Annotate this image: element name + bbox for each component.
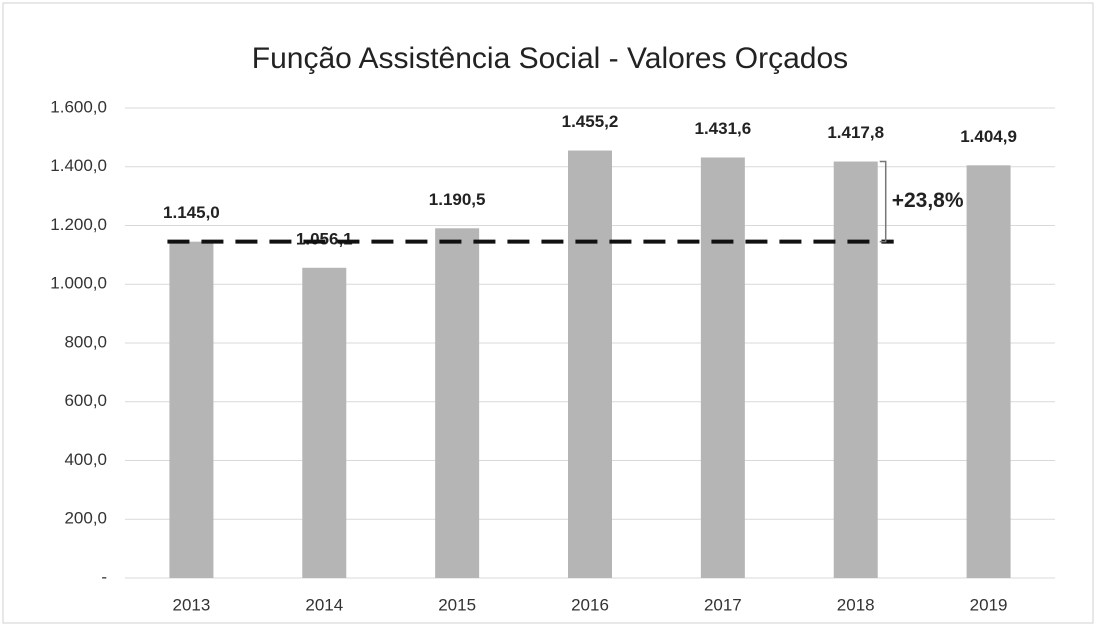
bar [833, 161, 878, 579]
value-label: 1.145,0 [163, 203, 220, 222]
bar [966, 165, 1011, 579]
value-label: 1.431,6 [694, 119, 751, 138]
x-tick-label: 2014 [305, 595, 343, 614]
x-tick-label: 2017 [704, 595, 742, 614]
x-tick-label: 2016 [571, 595, 609, 614]
y-tick-label: 200,0 [64, 509, 107, 528]
y-tick-label: 800,0 [64, 332, 107, 351]
bar [169, 241, 214, 578]
bar [700, 157, 745, 578]
y-tick-label: 600,0 [64, 391, 107, 410]
y-tick-label: 1.600,0 [50, 97, 107, 116]
y-tick-label: - [101, 567, 107, 586]
bar [302, 267, 347, 578]
value-label: 1.190,5 [429, 190, 486, 209]
annotation: +23,8% [892, 189, 964, 212]
value-label: 1.455,2 [562, 112, 619, 131]
y-tick-label: 400,0 [64, 450, 107, 469]
y-tick-label: 1.000,0 [50, 274, 107, 293]
value-label: 1.417,8 [827, 123, 884, 142]
x-tick-label: 2019 [970, 595, 1008, 614]
bracket [879, 160, 887, 243]
y-tick-label: 1.200,0 [50, 215, 107, 234]
value-label: 1.056,1 [296, 229, 353, 248]
value-label: 1.404,9 [960, 127, 1017, 146]
bar [568, 150, 612, 578]
x-tick-label: 2018 [837, 595, 875, 614]
x-tick-label: 2015 [438, 595, 476, 614]
y-tick-label: 1.400,0 [50, 156, 107, 175]
chart-title: Função Assistência Social - Valores Orça… [252, 42, 848, 75]
bar [435, 228, 480, 578]
x-tick-label: 2013 [173, 595, 211, 614]
